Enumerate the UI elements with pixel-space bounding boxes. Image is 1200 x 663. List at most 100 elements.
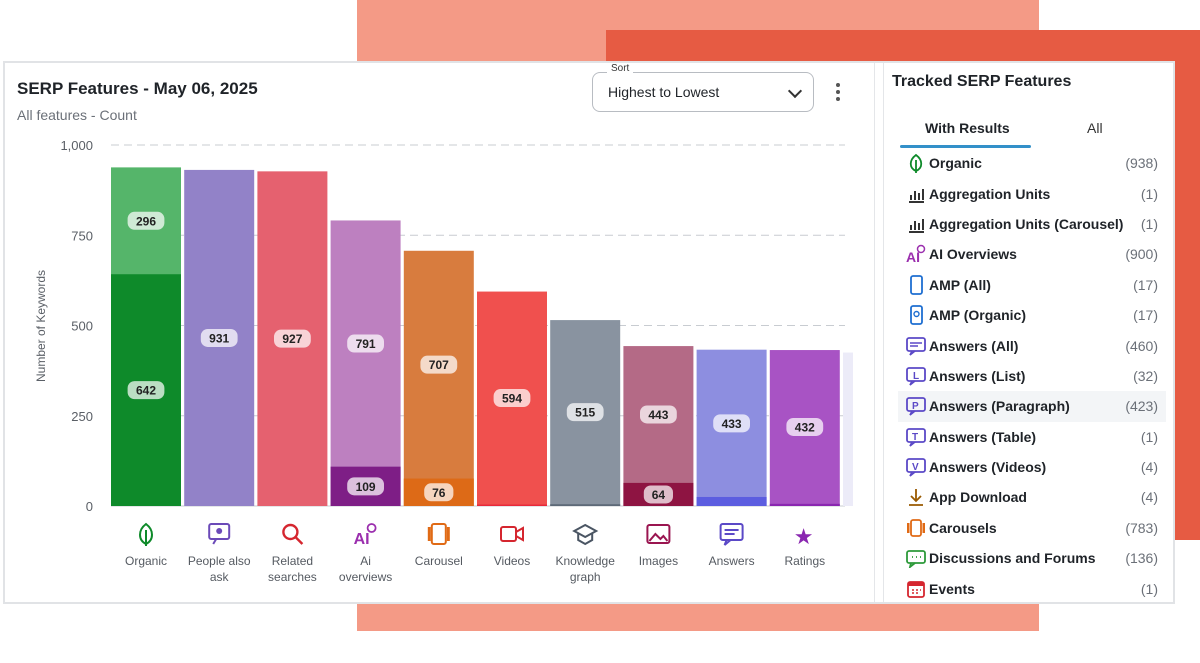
tracked-feature-row[interactable]: AMP (All) (17)	[898, 270, 1166, 300]
more-options-icon[interactable]	[831, 83, 845, 103]
svg-text:P: P	[912, 401, 919, 412]
data-label-3: 791	[356, 337, 376, 351]
tracked-feature-count: (900)	[1125, 246, 1158, 263]
answers-icon	[905, 336, 927, 356]
x-tick-label: People also	[188, 554, 251, 568]
tracked-feature-name: Organic	[929, 155, 982, 172]
x-tick-label: Ratings	[784, 554, 825, 568]
chart-title: SERP Features - May 06, 2025	[17, 79, 258, 98]
calendar-icon	[905, 579, 927, 599]
tracked-title: Tracked SERP Features	[892, 73, 1072, 90]
data-label-low-0: 642	[136, 384, 156, 398]
tracked-feature-row[interactable]: V Answers (Videos) (4)	[898, 452, 1166, 482]
data-label-5: 594	[502, 392, 522, 406]
answers-videos-icon: V	[905, 457, 927, 477]
svg-text:AI: AI	[906, 249, 920, 264]
x-tick-label: overviews	[339, 570, 392, 584]
tracked-feature-count: (1)	[1140, 580, 1158, 597]
chart-subtitle: All features - Count	[17, 107, 137, 123]
tab-active-indicator	[900, 145, 1031, 148]
tab-all[interactable]: All	[1087, 120, 1103, 136]
tab-with-results[interactable]: With Results	[925, 120, 1010, 136]
tracked-tabs: With Results All	[900, 118, 1160, 148]
x-tick-label: Knowledge	[556, 554, 616, 568]
data-label-low-7-pill	[643, 485, 673, 504]
tracked-feature-row[interactable]: Answers (All) (460)	[898, 330, 1166, 360]
data-label-9: 432	[795, 420, 815, 434]
data-label-1-pill	[200, 328, 238, 347]
mobile-icon	[905, 274, 927, 295]
data-label-high-0: 296	[136, 214, 156, 228]
tracked-feature-name: Answers (Paragraph)	[929, 398, 1070, 415]
tracked-feature-name: Events	[929, 580, 975, 597]
x-tick-label: Ai	[360, 554, 371, 568]
sort-label: Sort	[607, 63, 634, 74]
x-tick-label: Answers	[709, 554, 755, 568]
y-tick-label: 750	[71, 228, 93, 243]
y-axis-label: Number of Keywords	[34, 270, 48, 382]
video-icon	[500, 526, 524, 542]
tracked-feature-row[interactable]: P Answers (Paragraph) (423)	[898, 391, 1166, 422]
tracked-feature-row[interactable]: Carousels (783)	[898, 513, 1166, 543]
data-label-5-pill	[493, 389, 531, 408]
x-tick-label: Carousel	[415, 554, 463, 568]
images-icon	[646, 524, 671, 544]
svg-text:★: ★	[794, 525, 814, 550]
tracked-feature-row[interactable]: Aggregation Units (1)	[898, 178, 1166, 208]
panel-divider-2	[883, 63, 884, 602]
x-tick-label: ask	[210, 570, 230, 584]
tracked-feature-list: Organic (938) Aggregation Units (1) Aggregat…	[898, 148, 1166, 604]
bar-3	[330, 220, 401, 506]
tracked-feature-row[interactable]: AI AI Overviews (900)	[898, 239, 1166, 269]
discussions-icon	[905, 548, 927, 569]
data-label-6: 515	[575, 406, 595, 420]
bar-chart-icon	[905, 184, 927, 204]
tracked-feature-count: (4)	[1140, 459, 1158, 476]
sort-value: Highest to Lowest	[608, 84, 720, 100]
tracked-feature-name: Carousels	[929, 519, 997, 536]
tracked-feature-row[interactable]: Events (1)	[898, 573, 1166, 603]
svg-text:L: L	[913, 371, 919, 382]
y-tick-label: 1,000	[60, 138, 93, 153]
tracked-feature-name: App Download	[929, 489, 1027, 506]
data-label-low-4-pill	[424, 483, 454, 502]
x-tick-label: searches	[268, 570, 317, 584]
svg-text:V: V	[912, 462, 919, 473]
tracked-feature-count: (1)	[1140, 215, 1158, 232]
bar-segment-6	[550, 504, 621, 506]
tracked-feature-row[interactable]: T Answers (Table) (1)	[898, 422, 1166, 452]
tracked-feature-count: (136)	[1125, 550, 1158, 567]
answers-icon	[719, 523, 744, 546]
x-tick-label: Images	[639, 554, 678, 568]
data-label-low-0-pill	[127, 381, 165, 400]
ratings-icon: ★	[794, 525, 814, 550]
sort-select[interactable]: Highest to Lowest	[592, 72, 814, 112]
search-icon	[282, 523, 304, 545]
tracked-feature-row[interactable]: L Answers (List) (32)	[898, 361, 1166, 391]
tracked-feature-row[interactable]: Organic (938)	[898, 148, 1166, 178]
data-label-2-pill	[274, 329, 311, 348]
bar-4	[403, 250, 474, 506]
serp-card: SERP Features - May 06, 2025 All feature…	[3, 61, 1175, 604]
panel-divider	[874, 63, 875, 602]
tracked-feature-count: (1)	[1140, 428, 1158, 445]
x-tick-label: Organic	[125, 554, 167, 568]
data-label-8-pill	[713, 414, 750, 433]
tracked-feature-row[interactable]: Discussions and Forums (136)	[898, 543, 1166, 573]
tracked-feature-row[interactable]: AMP (Organic) (17)	[898, 300, 1166, 330]
tracked-feature-count: (17)	[1133, 307, 1158, 324]
tracked-feature-row[interactable]: Aggregation Units (Carousel) (1)	[898, 209, 1166, 239]
answers-paragraph-icon: P	[905, 396, 927, 416]
tracked-feature-row[interactable]: App Download (4)	[898, 482, 1166, 512]
answers-table-icon: T	[905, 427, 927, 447]
tracked-feature-name: AMP (Organic)	[929, 307, 1026, 324]
ai-overviews-icon: AI	[905, 244, 927, 264]
data-label-4-pill	[420, 355, 458, 374]
download-icon	[905, 487, 927, 507]
data-label-7-pill	[640, 405, 677, 424]
tracked-feature-count: (4)	[1140, 489, 1158, 506]
tracked-feature-count: (1)	[1140, 185, 1158, 202]
x-tick-label: graph	[570, 570, 601, 584]
tracked-feature-name: Answers (List)	[929, 367, 1026, 384]
data-label-1: 931	[209, 331, 229, 345]
